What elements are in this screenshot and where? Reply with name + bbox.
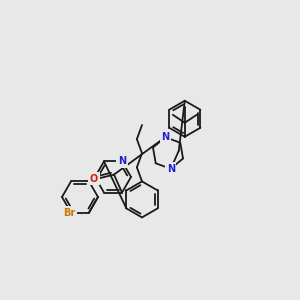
Text: N: N: [118, 156, 126, 167]
Text: Br: Br: [63, 208, 75, 218]
Text: N: N: [167, 164, 175, 174]
Text: N: N: [161, 132, 169, 142]
Text: O: O: [90, 174, 98, 184]
